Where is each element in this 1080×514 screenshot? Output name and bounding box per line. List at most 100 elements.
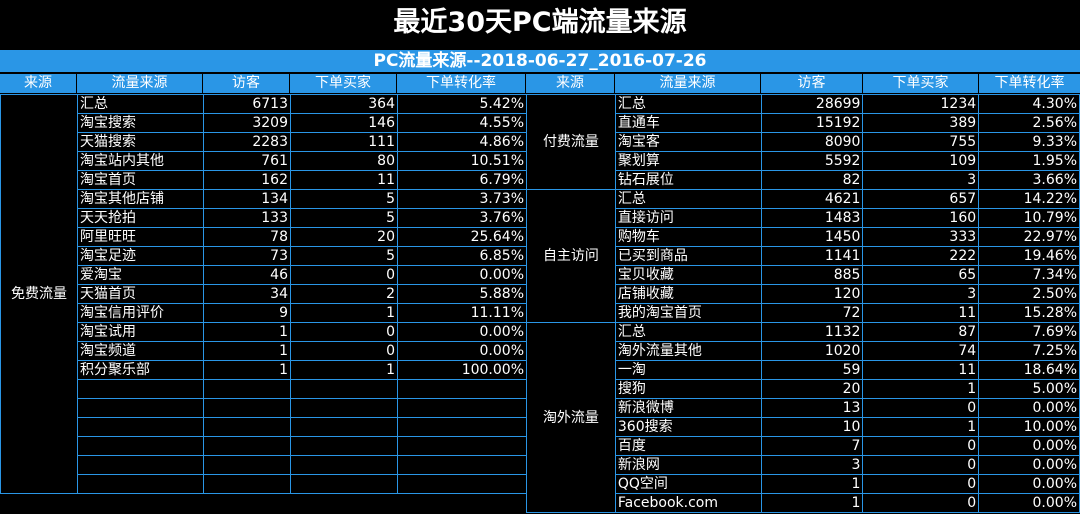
visitors-value: 885 [760, 265, 864, 285]
buyers-value: 74 [862, 341, 980, 361]
traffic-source-name: 天猫搜索 [77, 132, 204, 152]
table-row: 搜狗 20 1 5.00% [527, 379, 1080, 399]
conversion-value: 7.25% [978, 341, 1080, 361]
buyers-value: 389 [862, 113, 980, 133]
conversion-value [397, 417, 527, 437]
visitors-value: 73 [203, 246, 291, 266]
visitors-value: 5592 [760, 151, 864, 171]
visitors-value: 6713 [203, 94, 291, 114]
buyers-value: 3 [862, 284, 980, 304]
table-row [1, 455, 527, 475]
table-row: 钻石展位 82 3 3.66% [527, 170, 1080, 190]
conversion-value: 100.00% [397, 360, 527, 380]
conversion-value: 0.00% [397, 341, 527, 361]
traffic-source-name: 购物车 [614, 227, 762, 247]
table-row [1, 398, 527, 418]
conversion-value: 19.46% [978, 246, 1080, 266]
table-row: 爱淘宝 46 0 0.00% [1, 265, 527, 285]
conversion-value: 2.56% [978, 113, 1080, 133]
buyers-value [290, 398, 398, 418]
buyers-value: 5 [290, 208, 398, 228]
traffic-source-name [77, 436, 204, 456]
conversion-value: 0.00% [978, 474, 1080, 494]
visitors-value: 1 [760, 474, 864, 494]
group-label: 淘外流量 [526, 322, 616, 513]
traffic-source-name [77, 398, 204, 418]
visitors-value: 1450 [760, 227, 864, 247]
header-source: 来源 [0, 74, 77, 93]
traffic-source-name [77, 379, 204, 399]
conversion-value: 0.00% [397, 322, 527, 342]
traffic-source-name: 店铺收藏 [614, 284, 762, 304]
conversion-value: 22.97% [978, 227, 1080, 247]
traffic-source-name: Facebook.com [614, 493, 762, 513]
table-row: 新浪网 3 0 0.00% [527, 455, 1080, 475]
table-row: 已买到商品 1141 222 19.46% [527, 246, 1080, 266]
buyers-value: 0 [862, 436, 980, 456]
visitors-value [203, 417, 291, 437]
header-traffic-source: 流量来源 [615, 74, 761, 93]
table-row [1, 379, 527, 399]
table-row: 淘宝信用评价 9 1 11.11% [1, 303, 527, 323]
visitors-value: 761 [203, 151, 291, 171]
traffic-source-name: 淘宝频道 [77, 341, 204, 361]
page-title: 最近30天PC端流量来源 [393, 7, 687, 38]
buyers-value [290, 417, 398, 437]
table-row [1, 436, 527, 456]
buyers-value: 87 [862, 322, 980, 342]
visitors-value: 3 [760, 455, 864, 475]
table-row: 宝贝收藏 885 65 7.34% [527, 265, 1080, 285]
table-row: 天猫首页 34 2 5.88% [1, 284, 527, 304]
traffic-source-name: 淘宝搜索 [77, 113, 204, 133]
table-row: 淘宝试用 1 0 0.00% [1, 322, 527, 342]
traffic-source-name: 汇总 [614, 94, 762, 114]
traffic-source-name: 淘宝首页 [77, 170, 204, 190]
conversion-value: 11.11% [397, 303, 527, 323]
traffic-source-name: 汇总 [77, 94, 204, 114]
traffic-source-name: 聚划算 [614, 151, 762, 171]
buyers-value: 657 [862, 189, 980, 209]
conversion-value: 6.79% [397, 170, 527, 190]
buyers-value: 0 [290, 265, 398, 285]
table-row: 淘宝其他店铺 134 5 3.73% [1, 189, 527, 209]
conversion-value: 9.33% [978, 132, 1080, 152]
conversion-value: 18.64% [978, 360, 1080, 380]
buyers-value: 0 [862, 455, 980, 475]
visitors-value: 78 [203, 227, 291, 247]
visitors-value: 9 [203, 303, 291, 323]
visitors-value: 120 [760, 284, 864, 304]
traffic-source-name: 搜狗 [614, 379, 762, 399]
visitors-value: 1132 [760, 322, 864, 342]
visitors-value: 1 [760, 493, 864, 513]
header-buyers: 下单买家 [863, 74, 979, 93]
table-row: 聚划算 5592 109 1.95% [527, 151, 1080, 171]
conversion-value: 25.64% [397, 227, 527, 247]
traffic-source-name: 淘宝试用 [77, 322, 204, 342]
table-row: 积分聚乐部 1 1 100.00% [1, 360, 527, 380]
conversion-value: 3.66% [978, 170, 1080, 190]
table-row: 付费流量 汇总 28699 1234 4.30% [526, 94, 1080, 190]
conversion-value: 0.00% [978, 455, 1080, 475]
buyers-value: 65 [862, 265, 980, 285]
conversion-value: 0.00% [978, 398, 1080, 418]
traffic-source-name: 汇总 [614, 189, 762, 209]
table-row: 免费流量 汇总 6713 364 5.42% [0, 94, 527, 494]
buyers-value: 11 [862, 360, 980, 380]
conversion-value: 4.86% [397, 132, 527, 152]
buyers-value: 5 [290, 189, 398, 209]
conversion-value [397, 379, 527, 399]
buyers-value: 222 [862, 246, 980, 266]
conversion-value [397, 398, 527, 418]
buyers-value [290, 379, 398, 399]
conversion-value: 10.51% [397, 151, 527, 171]
table-subtitle: PC流量来源--2018-06-27_2016-07-26 [0, 50, 1080, 72]
visitors-value: 133 [203, 208, 291, 228]
table-row: 百度 7 0 0.00% [527, 436, 1080, 456]
table-row: 一淘 59 11 18.64% [527, 360, 1080, 380]
header-conversion: 下单转化率 [979, 74, 1080, 93]
buyers-value: 11 [862, 303, 980, 323]
visitors-value: 34 [203, 284, 291, 304]
visitors-value: 1483 [760, 208, 864, 228]
traffic-source-name: 直接访问 [614, 208, 762, 228]
visitors-value: 10 [760, 417, 864, 437]
